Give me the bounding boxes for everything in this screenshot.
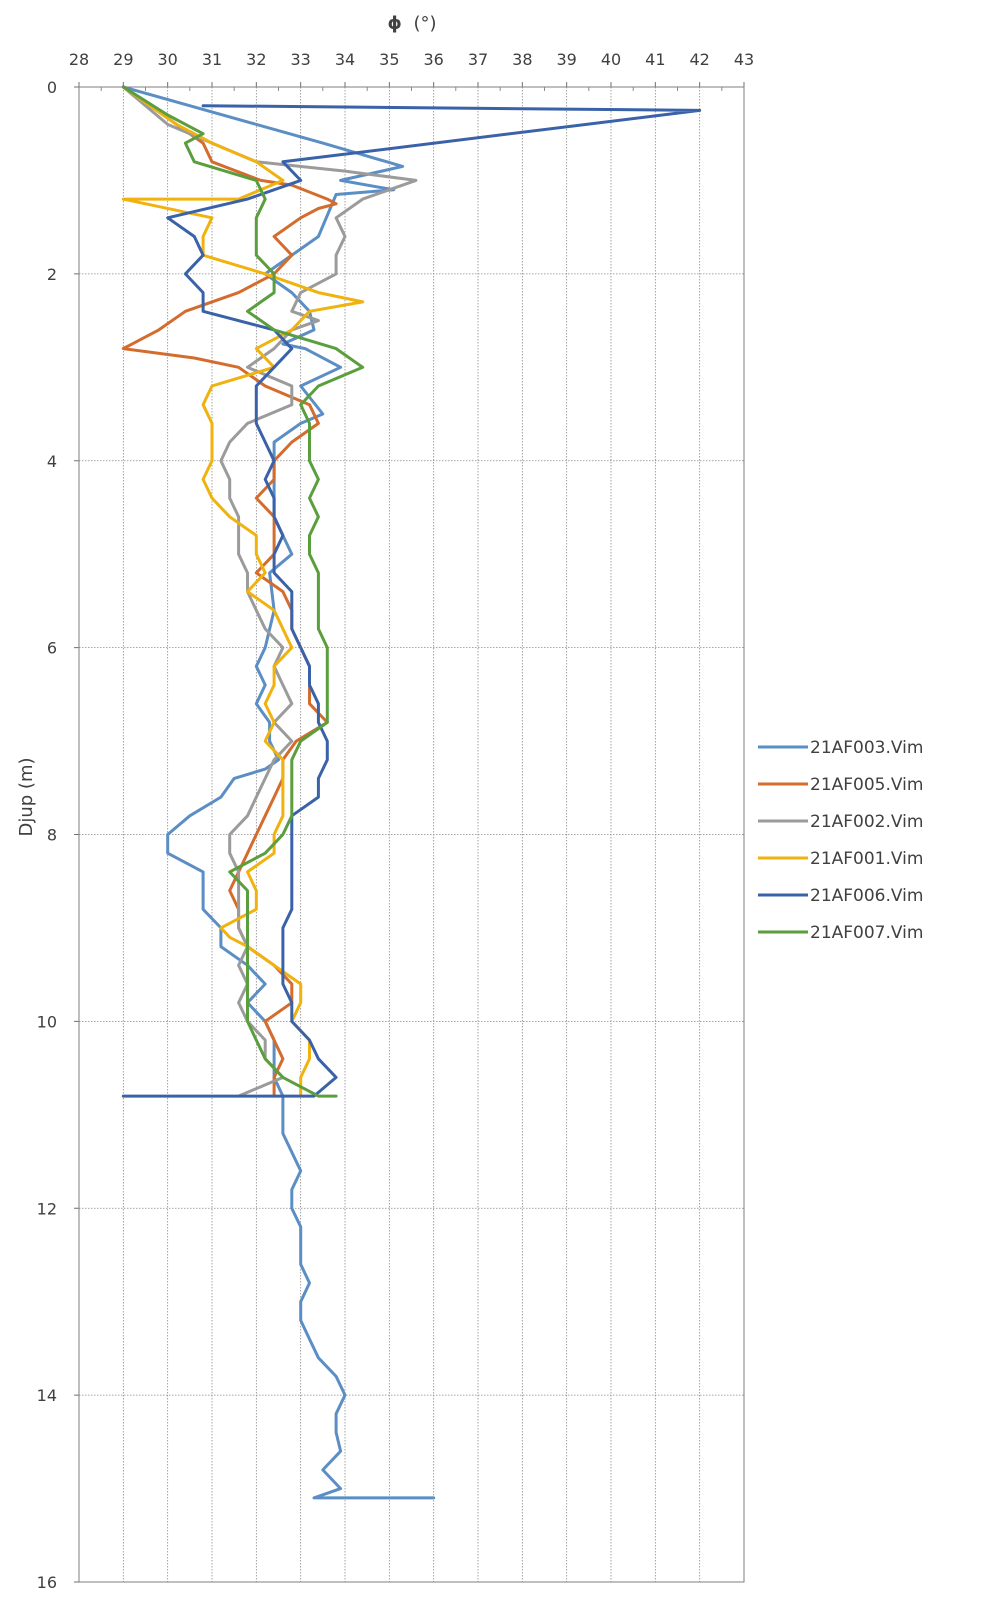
x-axis-title: ϕ (°) xyxy=(387,13,436,34)
x-tick-label: 32 xyxy=(246,50,266,69)
axes: 28 29 30 31 32 33 34 35 36 37 38 39 40 41 42 43 0 2 4 6 8 10 1… xyxy=(37,50,755,1592)
x-tick-label: 41 xyxy=(645,50,665,69)
y-tick-label: 10 xyxy=(37,1012,57,1031)
x-tick-label: 31 xyxy=(202,50,222,69)
legend: 21AF003.Vim 21AF005.Vim 21AF002.Vim 21AF001… xyxy=(758,738,923,943)
x-tick-label: 34 xyxy=(335,50,355,69)
x-tick-label: 38 xyxy=(512,50,532,69)
x-tick-label: 35 xyxy=(379,50,399,69)
legend-label-21af001-vim: 21AF001.Vim xyxy=(810,849,923,869)
y-tick-label: 12 xyxy=(37,1199,57,1218)
x-axis-unit: (°) xyxy=(414,13,437,34)
plot-area xyxy=(79,87,744,1582)
y-tick-label: 16 xyxy=(37,1573,57,1592)
x-tick-label: 29 xyxy=(113,50,133,69)
series-line-21af006-vim xyxy=(121,104,702,1098)
legend-label-21af006-vim: 21AF006.Vim xyxy=(810,886,923,906)
x-axis-symbol: ϕ xyxy=(387,13,401,34)
y-tick-label: 6 xyxy=(47,639,57,658)
series-layer xyxy=(121,85,702,1500)
y-axis-title: Djup (m) xyxy=(16,758,37,837)
y-tick-label: 14 xyxy=(37,1386,57,1405)
x-tick-label: 33 xyxy=(290,50,310,69)
x-tick-label: 37 xyxy=(468,50,488,69)
plot-background xyxy=(79,87,744,1582)
legend-label-21af007-vim: 21AF007.Vim xyxy=(810,923,923,943)
legend-label-21af003-vim: 21AF003.Vim xyxy=(810,738,923,758)
x-tick-label: 39 xyxy=(556,50,576,69)
x-tick-label: 30 xyxy=(157,50,177,69)
legend-label-21af002-vim: 21AF002.Vim xyxy=(810,812,923,832)
grid xyxy=(79,87,744,1582)
y-tick-label: 4 xyxy=(47,452,57,471)
series-line-21af007-vim xyxy=(121,85,365,1098)
y-tick-label: 2 xyxy=(47,265,57,284)
y-tick-label: 0 xyxy=(47,78,57,97)
legend-label-21af005-vim: 21AF005.Vim xyxy=(810,775,923,795)
x-tick-label: 42 xyxy=(689,50,709,69)
x-tick-label: 36 xyxy=(423,50,443,69)
plot-border xyxy=(78,86,745,1583)
series-line-21af001-vim xyxy=(121,85,365,1098)
y-tick-label: 8 xyxy=(47,826,57,845)
x-tick-label: 28 xyxy=(69,50,89,69)
series-line-21af002-vim xyxy=(121,85,418,1098)
x-tick-label: 43 xyxy=(734,50,754,69)
x-tick-label: 40 xyxy=(601,50,621,69)
